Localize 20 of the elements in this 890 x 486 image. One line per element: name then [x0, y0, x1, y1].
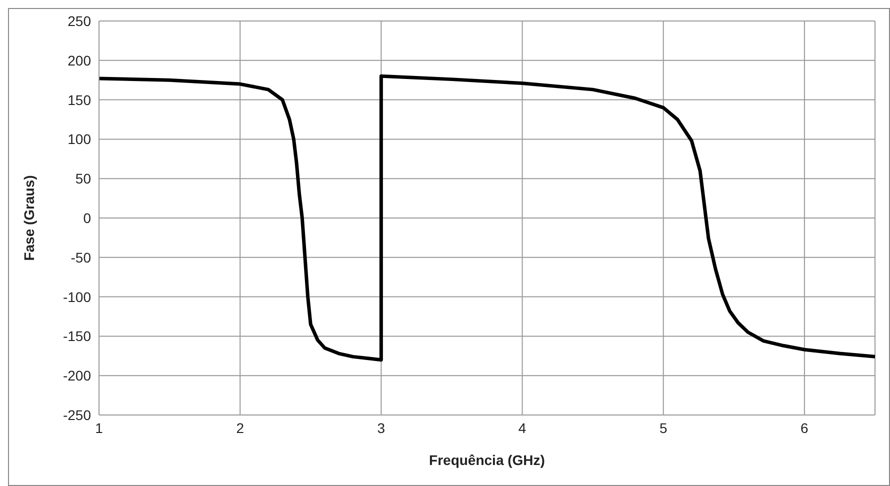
x-axis-title: Frequência (GHz) — [429, 452, 545, 468]
x-tick-label: 1 — [95, 420, 104, 436]
x-tick-label: 6 — [800, 420, 809, 436]
x-tick-label: 2 — [236, 420, 244, 436]
line-series — [99, 74, 875, 362]
y-tick-label: -250 — [62, 406, 92, 423]
y-axis-title: Fase (Graus) — [20, 175, 37, 261]
x-tick-label: 4 — [518, 420, 526, 436]
x-tick-label: 3 — [377, 420, 386, 436]
y-tick-label: 200 — [68, 52, 92, 68]
y-tick-label: -50 — [70, 249, 92, 266]
y-tick-label: -200 — [62, 368, 92, 384]
y-tick-label: -100 — [62, 288, 92, 305]
y-tick-label: 0 — [83, 210, 92, 226]
y-tick-label: 50 — [75, 170, 92, 187]
y-tick-label: -150 — [62, 328, 92, 344]
y-tick-label: 150 — [68, 92, 92, 108]
y-tick-label: 100 — [68, 131, 92, 148]
x-tick-label: 5 — [659, 420, 668, 436]
y-tick-label: 250 — [68, 12, 92, 29]
